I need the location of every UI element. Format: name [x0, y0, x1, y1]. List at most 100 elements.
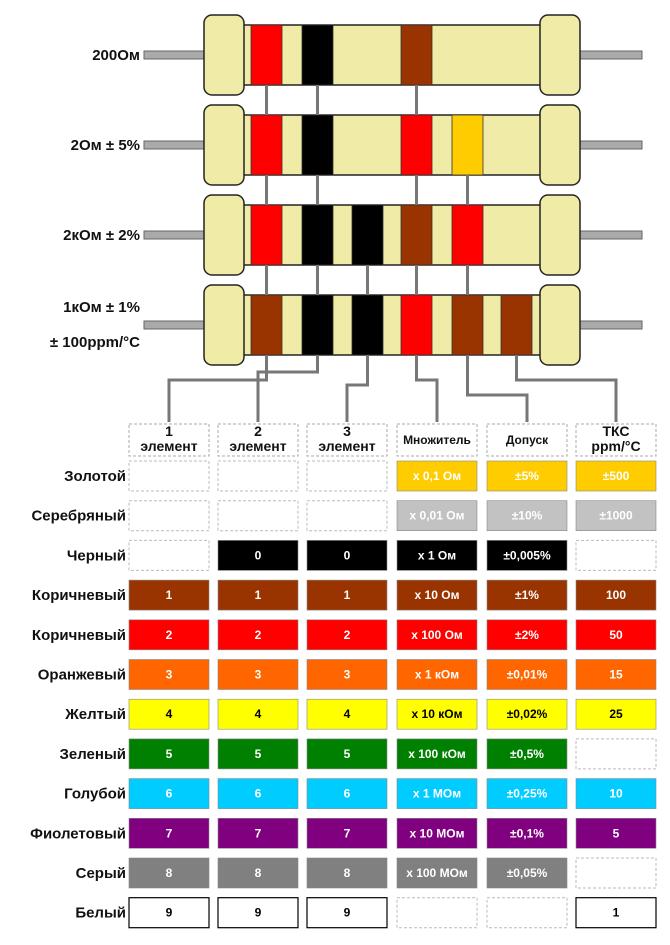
band-5-red [451, 204, 484, 266]
color-cell-gold [575, 460, 657, 492]
cell-value: 3 [255, 668, 262, 682]
color-cell-white [217, 897, 299, 929]
cell-value: 4 [344, 707, 351, 721]
lead-right [569, 140, 643, 150]
row-label: Серебряный [31, 508, 126, 525]
resistor-1: 200Ом [92, 14, 643, 96]
cell-value: 50 [609, 628, 623, 642]
row-5: Коричневый 2 2 2 x 100 Ом ±2% 50 [32, 619, 657, 651]
color-cell-violet [128, 817, 210, 849]
row-label: Золотой [64, 468, 126, 485]
cell-value: x 100 кОм [408, 747, 466, 761]
end-cap-right [539, 194, 581, 276]
band-4-red [400, 114, 433, 176]
color-cell-brown [396, 579, 478, 611]
row-9: Голубой 6 6 6 x 1 МОм ±0,25% 10 [64, 778, 657, 809]
color-cell-orange [396, 659, 478, 690]
header-box [486, 423, 568, 457]
empty-cell [128, 500, 210, 532]
resistor-body [229, 204, 551, 266]
cell-value: 10 [609, 787, 623, 801]
color-cell-orange [217, 659, 299, 690]
empty-cell [306, 500, 388, 532]
cell-value: 100 [606, 588, 626, 602]
end-cap-right [539, 284, 581, 366]
row-label: Серый [76, 865, 126, 882]
cell-value: 8 [255, 866, 262, 880]
row-label: Белый [75, 905, 126, 922]
cell-value: 4 [255, 707, 262, 721]
header-line2: элемент [140, 438, 197, 454]
header-line2: элемент [318, 438, 375, 454]
lead-right [569, 50, 643, 60]
color-cell-gray [128, 857, 210, 889]
color-cell-brown [575, 579, 657, 611]
color-cell-yellow [306, 698, 388, 730]
color-cell-red [128, 619, 210, 651]
color-cell-red [306, 619, 388, 651]
cell-value: 5 [166, 747, 173, 761]
color-cell-red [575, 619, 657, 651]
cell-value: 1 [344, 588, 351, 602]
cell-value: ±0,05% [507, 866, 548, 880]
cell-value: 6 [255, 787, 262, 801]
band-4-red [400, 294, 433, 356]
color-cell-blue [306, 778, 388, 809]
header-line2: элемент [229, 438, 286, 454]
color-cell-green [217, 738, 299, 770]
cell-value: x 100 Ом [411, 628, 463, 642]
row-4: Коричневый 1 1 1 x 10 Ом ±1% 100 [32, 579, 657, 611]
header-4: Множитель [396, 423, 478, 457]
color-cell-silver [575, 500, 657, 532]
cell-value: 25 [609, 707, 623, 721]
empty-cell [486, 897, 568, 929]
band-2-black [301, 24, 334, 86]
cell-value: ±0,5% [510, 747, 544, 761]
color-cell-gold [396, 460, 478, 492]
cell-value: 9 [166, 906, 173, 920]
end-cap-right [539, 104, 581, 186]
cell-value: 9 [255, 906, 262, 920]
row-1: Золотой x 0,1 Ом ±5% ±500 [64, 460, 657, 492]
cell-value: 4 [166, 707, 173, 721]
row-label: Фиолетовый [30, 825, 126, 842]
cell-value: 15 [609, 668, 623, 682]
color-cell-violet [575, 817, 657, 849]
empty-cell [217, 460, 299, 492]
resistor-examples: 200Ом 2Ом ± 5% 2кОм ± 2% 1кОм ± 1% ± 100ppm/… [50, 14, 643, 366]
color-cell-black [306, 540, 388, 571]
color-cell-black [486, 540, 568, 571]
band-6-brown [500, 294, 533, 356]
band-2-black [301, 294, 334, 356]
color-cell-red [396, 619, 478, 651]
cell-value: 5 [344, 747, 351, 761]
end-cap-left [203, 284, 245, 366]
row-12: Белый 9 9 9 1 [75, 897, 657, 929]
cell-value: 2 [166, 628, 173, 642]
color-cell-gray [396, 857, 478, 889]
cell-value: 7 [255, 826, 262, 840]
cell-value: x 100 МОм [406, 866, 468, 880]
color-cell-yellow [575, 698, 657, 730]
cell-value: 7 [166, 826, 173, 840]
row-label: Зеленый [59, 746, 126, 763]
row-label: Черный [67, 547, 126, 564]
cell-value: x 1 МОм [413, 787, 461, 801]
cell-value: ±2% [515, 628, 539, 642]
cell-value: 1 [613, 906, 620, 920]
lead-right [569, 320, 643, 330]
color-cell-orange [486, 659, 568, 690]
row-8: Зеленый 5 5 5 x 100 кОм ±0,5% [59, 738, 657, 770]
cell-value: ±10% [512, 509, 543, 523]
color-cell-green [396, 738, 478, 770]
empty-cell [575, 539, 657, 571]
color-cell-gold [486, 460, 568, 492]
color-cell-blue [128, 778, 210, 809]
band-3-black [351, 204, 384, 266]
band-4-brown [400, 204, 433, 266]
header-line1: ТКС [602, 423, 629, 439]
color-cell-orange [128, 659, 210, 690]
